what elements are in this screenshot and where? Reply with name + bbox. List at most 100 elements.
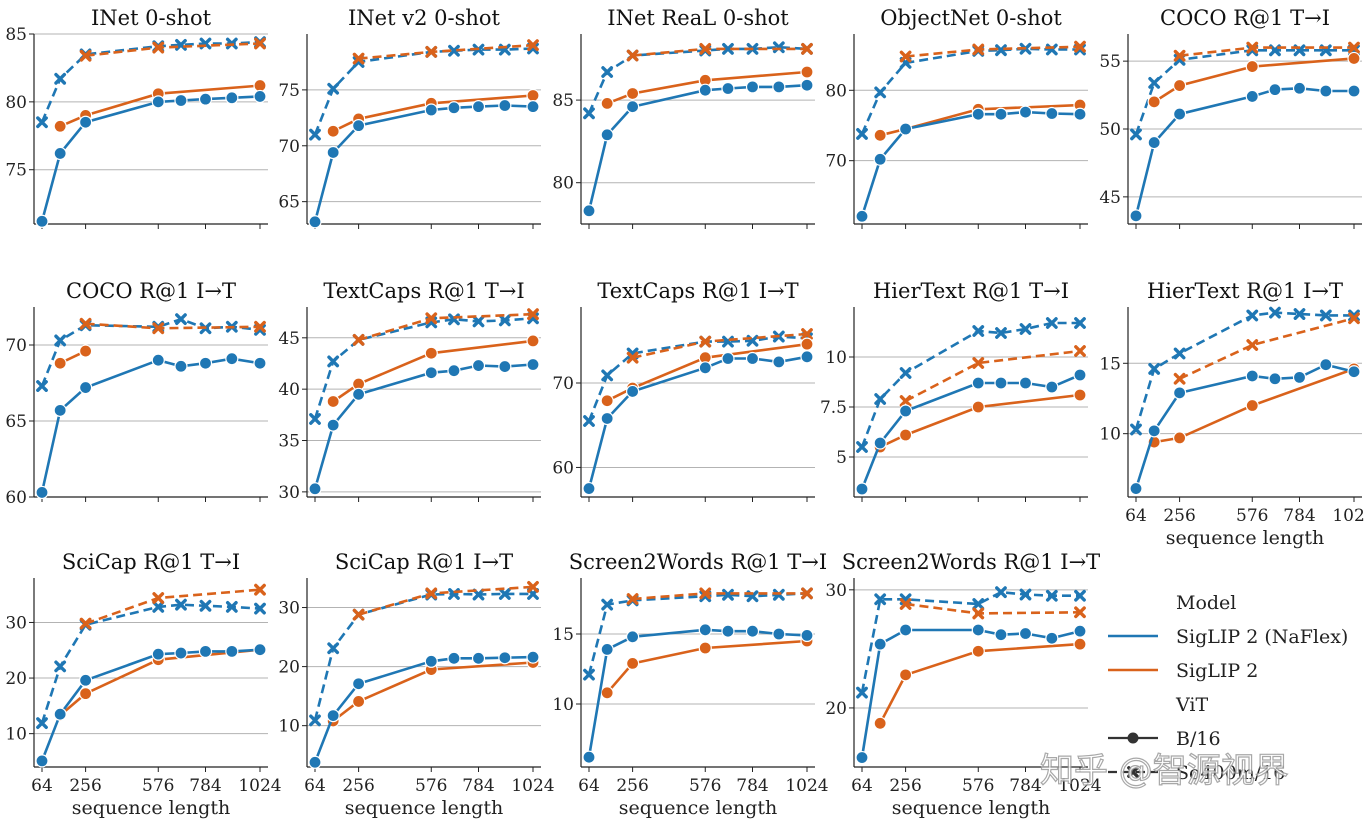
siglip2-so400m-point xyxy=(1074,40,1086,53)
siglip2-so400m-point xyxy=(352,52,365,65)
naflex-so400m-point xyxy=(772,588,785,601)
siglip2-so400m-point-stroke-b xyxy=(425,45,438,58)
naflex-b16-point xyxy=(873,152,887,166)
naflex-b16-point xyxy=(971,107,985,121)
legend: Model SigLIP 2 (NaFlex) SigLIP 2 ViT B/16 So4… xyxy=(1108,592,1348,784)
x-axis-label: sequence length xyxy=(345,797,503,819)
naflex-b16-point xyxy=(1319,84,1333,98)
siglip2-b16-point xyxy=(873,716,887,730)
naflex-so400m-point xyxy=(856,686,868,699)
naflex-so400m-point-stroke-b xyxy=(54,72,67,85)
siglip2-so400m-point xyxy=(1074,345,1086,357)
naflex-so400m-point xyxy=(175,313,187,326)
naflex-so400m-point xyxy=(874,393,887,405)
naflex-b16-point xyxy=(225,352,239,366)
naflex-so400m-point-stroke-b xyxy=(1148,363,1161,375)
naflex-so400m-point-stroke-b xyxy=(874,593,887,606)
siglip2-so400m-point xyxy=(699,42,712,55)
siglip2-so400m-point xyxy=(699,335,712,348)
naflex-so400m-point-stroke-b xyxy=(1045,43,1058,56)
legend-swatch-so400m-marker-stroke-b xyxy=(1127,766,1139,778)
x-tick-label: 64 xyxy=(851,776,873,796)
naflex-b16-point xyxy=(526,100,540,114)
naflex-so400m-point-stroke-b xyxy=(36,717,48,729)
naflex-so400m-point xyxy=(1148,363,1161,375)
naflex-so400m-point xyxy=(1319,309,1332,322)
naflex-so400m-point xyxy=(36,717,48,729)
siglip2-so400m-point-stroke-b xyxy=(527,308,539,321)
naflex-so400m-point xyxy=(1074,317,1086,329)
naflex-so400m-point-stroke-b xyxy=(899,367,912,379)
siglip2-b16-line xyxy=(1153,57,1355,103)
naflex-b16-point xyxy=(1245,369,1259,383)
siglip2-b16-point xyxy=(1245,398,1259,413)
x-tick-label: 576 xyxy=(1236,506,1268,526)
siglip2-so400m-point xyxy=(254,320,266,333)
naflex-b16-point xyxy=(498,98,512,113)
naflex-b16-point xyxy=(471,358,486,373)
naflex-so400m-line xyxy=(313,47,534,136)
siglip2-b16-point xyxy=(78,687,93,701)
naflex-b16-point xyxy=(198,92,213,106)
naflex-so400m-point-stroke-b xyxy=(995,44,1007,57)
naflex-so400m-point-stroke-b xyxy=(746,334,759,347)
x-tick-label: 784 xyxy=(462,776,494,796)
panel-8: TextCaps R@1 I→T 60 70 xyxy=(552,279,815,502)
siglip2-so400m-point xyxy=(152,322,165,335)
siglip2-b16-point xyxy=(898,428,913,442)
naflex-b16-point xyxy=(745,624,760,638)
y-tick-label: 75 xyxy=(5,161,27,181)
naflex-so400m-point-stroke-b xyxy=(856,686,868,699)
naflex-so400m-point-stroke-b xyxy=(54,660,67,673)
siglip2-so400m-point xyxy=(254,37,266,50)
naflex-so400m-point-stroke-b xyxy=(722,588,734,601)
naflex-b16-point xyxy=(526,650,540,664)
naflex-so400m-point-stroke-b xyxy=(498,314,511,327)
siglip2-b16-point xyxy=(253,78,267,93)
siglip2-b16-line xyxy=(59,84,261,128)
naflex-so400m-point-stroke-b xyxy=(1019,588,1032,601)
naflex-so400m-point-stroke-b xyxy=(856,128,868,140)
naflex-so400m-point-stroke-b xyxy=(1293,44,1306,57)
naflex-so400m-point-stroke-b xyxy=(309,413,321,425)
naflex-b16-point xyxy=(772,627,786,641)
naflex-b16-line xyxy=(40,648,261,762)
naflex-b16-point xyxy=(625,630,640,644)
naflex-so400m-point xyxy=(498,588,511,600)
naflex-b16-point xyxy=(471,100,486,114)
y-tick-label: 10 xyxy=(552,695,574,715)
siglip2-so400m-point-stroke-b xyxy=(152,592,165,604)
siglip2-so400m-point xyxy=(1173,372,1186,385)
siglip2-so400m-point xyxy=(1173,49,1186,62)
naflex-so400m-point xyxy=(327,642,340,655)
naflex-b16-point xyxy=(424,103,438,117)
naflex-b16-point xyxy=(78,115,93,129)
naflex-so400m-point xyxy=(1074,589,1086,602)
siglip2-so400m-point xyxy=(254,583,266,596)
naflex-so400m-point-stroke-b xyxy=(327,82,340,95)
naflex-b16-line xyxy=(40,95,261,222)
naflex-b16-line xyxy=(587,355,808,489)
siglip2-so400m-point xyxy=(972,607,985,620)
naflex-b16-point xyxy=(698,623,712,637)
siglip2-so400m-point xyxy=(972,43,985,56)
naflex-b16-line xyxy=(587,83,808,212)
naflex-b16-point xyxy=(1268,83,1282,97)
siglip2-b16-line xyxy=(1153,367,1355,444)
naflex-b16-point xyxy=(625,384,640,399)
naflex-so400m-point xyxy=(448,44,460,57)
siglip2-b16-line xyxy=(879,642,1081,724)
panel-title: TextCaps R@1 T→I xyxy=(323,279,524,303)
naflex-b16-point xyxy=(424,654,438,668)
y-tick-label: 30 xyxy=(278,599,300,619)
naflex-so400m-point xyxy=(722,42,734,55)
naflex-b16-point xyxy=(253,356,267,370)
naflex-b16-point xyxy=(994,107,1008,121)
naflex-so400m-point xyxy=(856,128,868,140)
siglip2-so400m-point xyxy=(899,598,912,610)
siglip2-so400m-point xyxy=(527,39,539,52)
siglip2-so400m-point-stroke-b xyxy=(972,43,985,56)
x-axis-label: sequence length xyxy=(1166,527,1324,549)
panel-title: Screen2Words R@1 I→T xyxy=(842,550,1100,574)
naflex-b16-point xyxy=(326,418,340,432)
